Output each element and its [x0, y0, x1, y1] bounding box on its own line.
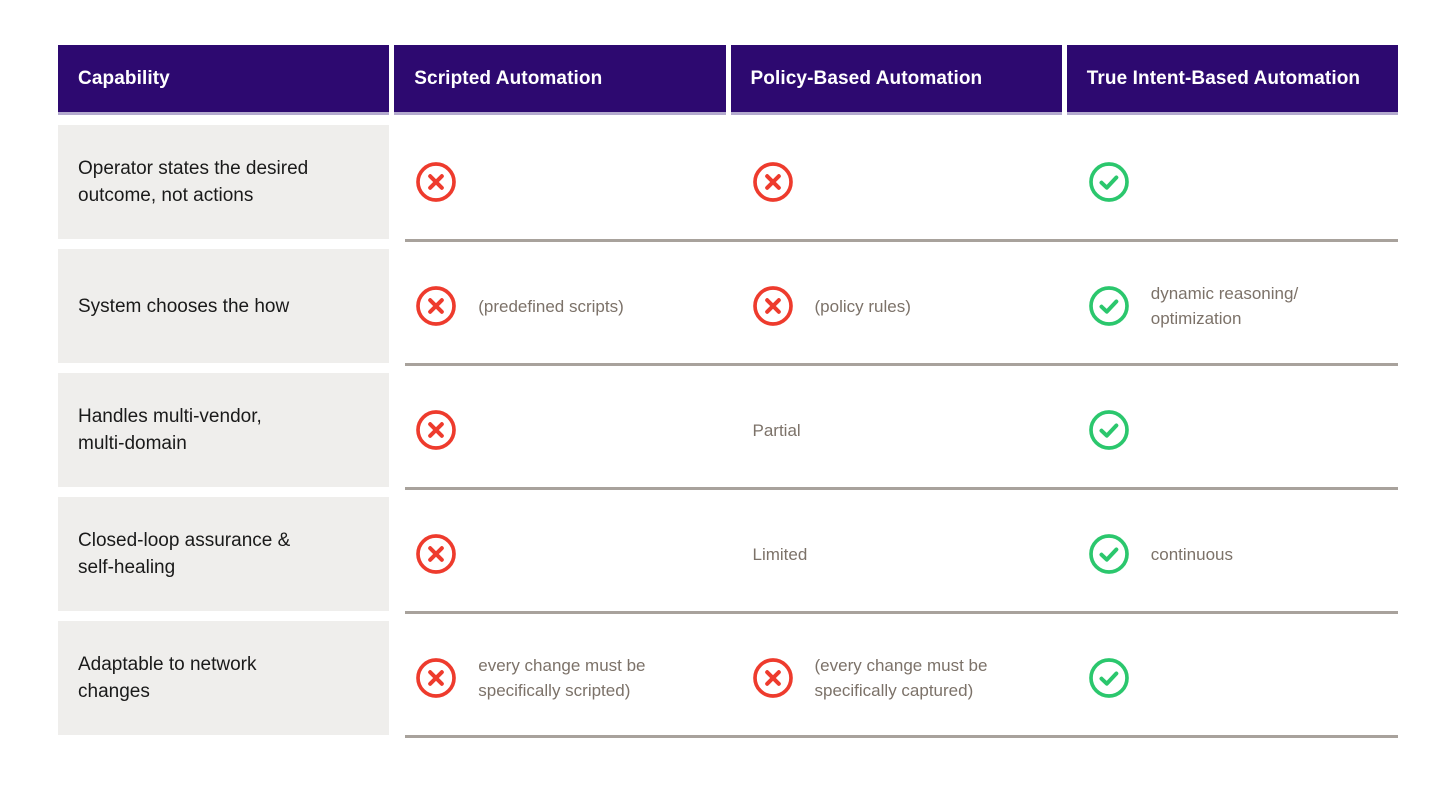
- cell-policy: Partial: [730, 373, 1062, 487]
- cell-scripted: [394, 373, 726, 487]
- cell-note: continuous: [1150, 544, 1233, 564]
- row-divider: [405, 363, 1398, 366]
- capability-text: Closed-loop assurance &: [78, 530, 291, 551]
- cross-circle-icon: [416, 410, 457, 450]
- check-circle-icon: [1088, 162, 1129, 202]
- capability-text: self-healing: [78, 557, 176, 578]
- capability-text: Adaptable to network: [78, 654, 257, 675]
- row-divider: [405, 239, 1398, 242]
- header-policy-based-automation: Policy-Based Automation: [730, 45, 1062, 115]
- cell-note: Partial: [752, 420, 801, 440]
- table-row: System chooses the how (predefined scrip…: [58, 249, 1398, 366]
- check-circle-icon: [1088, 534, 1129, 574]
- capability-cell: System chooses the how: [58, 249, 390, 363]
- check-circle-icon: [1088, 658, 1129, 698]
- header-scripted-automation: Scripted Automation: [394, 45, 726, 115]
- cell-policy: [730, 125, 1062, 239]
- capability-text: changes: [78, 681, 150, 702]
- capability-text: Operator states the desired: [78, 158, 309, 179]
- cell-scripted: (predefined scripts): [394, 249, 726, 363]
- capability-cell: Adaptable to network changes: [58, 621, 390, 735]
- cross-circle-icon: [416, 534, 457, 574]
- cell-note: (every change must be specifically captu…: [814, 656, 988, 700]
- capability-cell: Closed-loop assurance & self-healing: [58, 497, 390, 611]
- cell-note: Limited: [752, 544, 808, 564]
- header-true-intent-based-automation: True Intent-Based Automation: [1066, 45, 1398, 115]
- table-header-row: Capability Scripted Automation Policy-Ba…: [58, 45, 1398, 115]
- capability-text: outcome, not actions: [78, 185, 254, 206]
- row-divider: [405, 487, 1398, 490]
- cross-circle-icon: [416, 286, 457, 326]
- comparison-table: Capability Scripted Automation Policy-Ba…: [58, 45, 1398, 738]
- table-row: Closed-loop assurance & self-healing Lim…: [58, 497, 1398, 614]
- cross-circle-icon: [752, 286, 793, 326]
- cell-scripted: [394, 497, 726, 611]
- capability-text: System chooses the how: [78, 295, 290, 317]
- capability-cell: Operator states the desired outcome, not…: [58, 125, 390, 239]
- cell-scripted: every change must be specifically script…: [394, 621, 726, 735]
- cell-note: (predefined scripts): [478, 296, 624, 316]
- cell-policy: (policy rules): [730, 249, 1062, 363]
- cross-circle-icon: [416, 162, 457, 202]
- cell-scripted: [394, 125, 726, 239]
- cell-intent: [1066, 621, 1398, 735]
- table-row: Adaptable to network changes every chang…: [58, 621, 1398, 738]
- check-circle-icon: [1088, 286, 1129, 326]
- cell-intent: [1066, 373, 1398, 487]
- table-row: Operator states the desired outcome, not…: [58, 125, 1398, 242]
- cell-note: every change must be specifically script…: [478, 656, 646, 700]
- cell-policy: Limited: [730, 497, 1062, 611]
- capability-cell: Handles multi-vendor, multi-domain: [58, 373, 390, 487]
- cross-circle-icon: [416, 658, 457, 698]
- row-divider: [405, 735, 1398, 738]
- cell-note: dynamic reasoning/ optimization: [1150, 284, 1299, 328]
- capability-text: multi-domain: [78, 433, 187, 454]
- cross-circle-icon: [752, 658, 793, 698]
- row-divider: [405, 611, 1398, 614]
- cell-note: (policy rules): [814, 296, 911, 316]
- table-row: Handles multi-vendor, multi-domain Parti…: [58, 373, 1398, 490]
- cell-intent: dynamic reasoning/ optimization: [1066, 249, 1398, 363]
- header-capability: Capability: [58, 45, 390, 115]
- capability-text: Handles multi-vendor,: [78, 406, 262, 427]
- cell-policy: (every change must be specifically captu…: [730, 621, 1062, 735]
- cell-intent: continuous: [1066, 497, 1398, 611]
- check-circle-icon: [1088, 410, 1129, 450]
- cross-circle-icon: [752, 162, 793, 202]
- cell-intent: [1066, 125, 1398, 239]
